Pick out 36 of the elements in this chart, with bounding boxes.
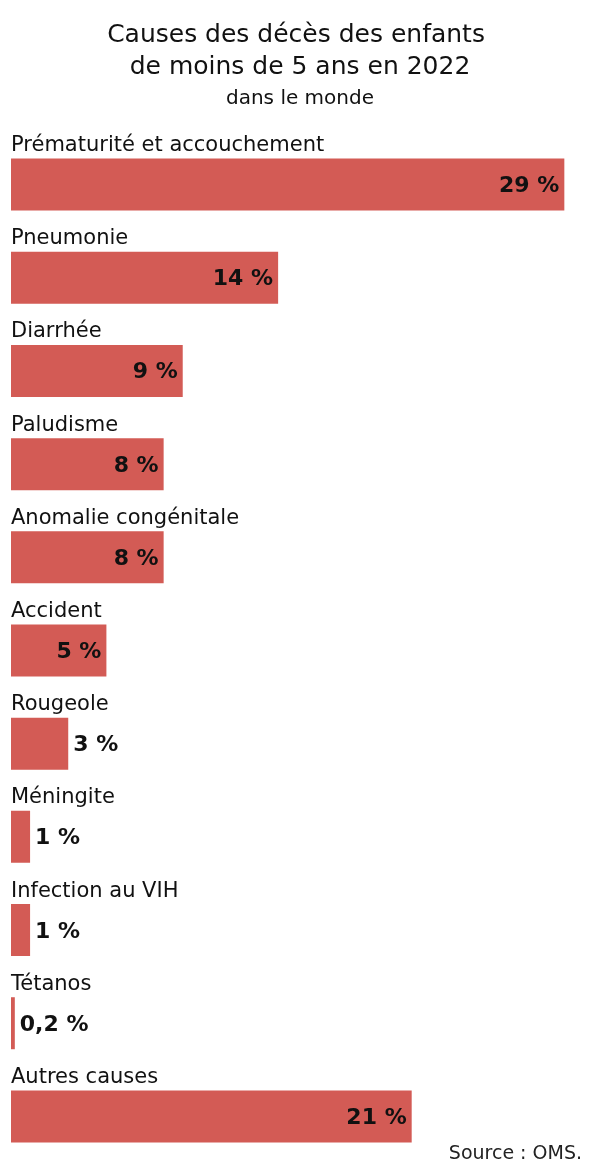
- chart-title: Causes des décès des enfants de moins de 5 ans en 2022: [107, 18, 493, 80]
- y-tick-label: Accident: [11, 598, 102, 622]
- y-tick-label: Pneumonie: [11, 225, 129, 250]
- data-label: 8 %: [113, 451, 159, 477]
- bar: [11, 158, 565, 211]
- data-label: 21 %: [346, 1103, 407, 1129]
- data-label: 3 %: [73, 731, 119, 757]
- data-label: 14 %: [212, 265, 274, 291]
- y-tick-label: Autres causes: [11, 1063, 159, 1088]
- y-tick-label: Tétanos: [10, 970, 92, 995]
- y-tick-label: Paludisme: [11, 411, 119, 436]
- chart-subtitle: dans le monde: [225, 85, 375, 109]
- data-label: 29 %: [499, 172, 560, 198]
- y-tick-label: Infection au VIH: [11, 877, 179, 902]
- y-tick-label: Prématurité et accouchement: [11, 132, 325, 157]
- data-label: 0,2 %: [19, 1010, 89, 1036]
- y-tick-label: Anomalie congénitale: [11, 504, 240, 529]
- source-note: Source : OMS.: [448, 1140, 582, 1163]
- bar: [11, 531, 164, 584]
- data-label: 1 %: [35, 824, 81, 850]
- bar: [11, 810, 31, 863]
- bar: [11, 251, 279, 304]
- data-label: 9 %: [132, 358, 178, 384]
- y-tick-label: Méningite: [11, 784, 115, 809]
- bar: [11, 344, 183, 397]
- bar: [11, 717, 69, 770]
- bar: [11, 438, 164, 491]
- y-tick-label: Rougeole: [11, 691, 109, 716]
- bar: [11, 1090, 412, 1143]
- data-label: 5 %: [56, 638, 102, 663]
- y-tick-label: Diarrhée: [11, 318, 102, 343]
- bar: [11, 997, 15, 1050]
- data-label: 8 %: [113, 544, 159, 570]
- bar: [11, 624, 107, 677]
- bar: [11, 904, 31, 957]
- data-label: 1 %: [35, 917, 81, 943]
